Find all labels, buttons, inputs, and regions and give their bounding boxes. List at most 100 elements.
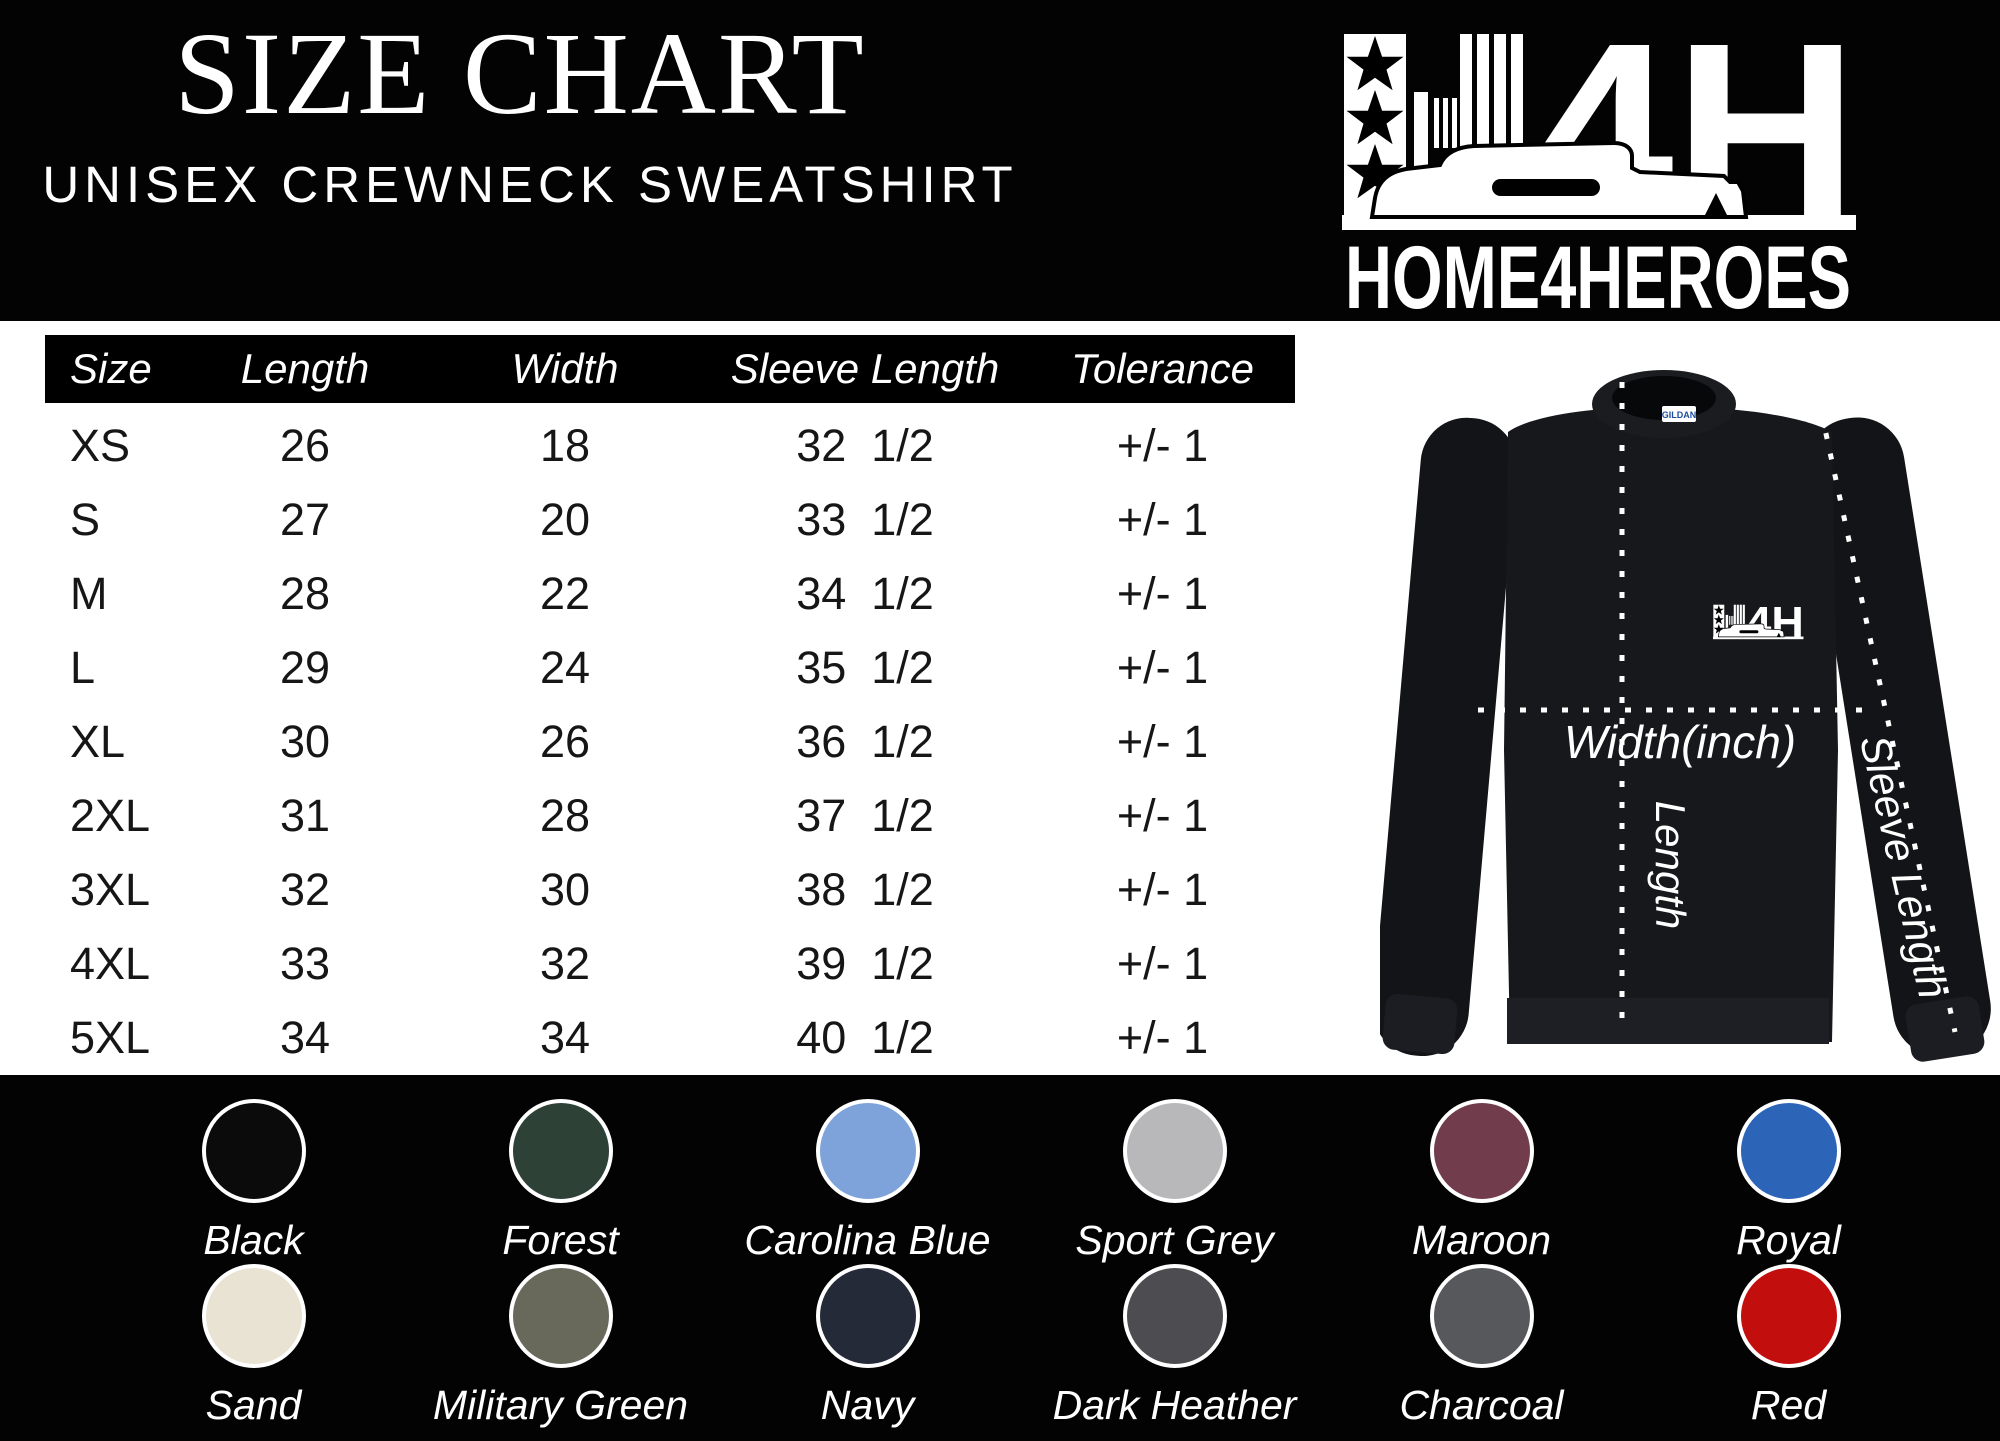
sleeve-dotted-line xyxy=(1814,391,1958,1033)
collar-tag-label: GILDAN xyxy=(1662,410,1697,420)
width-value: 24 xyxy=(539,642,591,693)
swatch-circle xyxy=(201,1264,306,1368)
sleeve-value: 35 1/2 xyxy=(796,642,934,693)
swatch-royal: Royal xyxy=(1635,1099,1942,1264)
size-value: 5XL xyxy=(70,1012,151,1063)
width-label: Width(inch) xyxy=(1564,716,1796,768)
swatch-circle xyxy=(1736,1099,1841,1203)
sleeve-value: 32 1/2 xyxy=(796,420,934,471)
length-label: Length xyxy=(1647,801,1694,929)
sweatshirt-measure-diagram: GILDAN Width(inch) Length Sleeve Length xyxy=(1380,370,1991,1062)
width-value: 20 xyxy=(539,494,591,545)
color-swatch-band: Black Forest Carolina Blue Sport Grey Ma… xyxy=(0,1075,2000,1441)
width-value: 18 xyxy=(539,420,591,471)
header-banner: SIZE CHART UNISEX CREWNECK SWEATSHIRT 4H xyxy=(0,0,2000,321)
swatch-black: Black xyxy=(100,1099,407,1264)
h4h-flag-truck-icon: 4H xyxy=(1342,30,1858,270)
header-tolerance: Tolerance xyxy=(1071,345,1254,392)
swatch-circle xyxy=(1122,1099,1227,1203)
tolerance-value: +/- 1 xyxy=(1116,938,1209,989)
length-value: 33 xyxy=(279,938,331,989)
size-value: M xyxy=(70,568,108,619)
swatch-maroon: Maroon xyxy=(1328,1099,1635,1264)
swatch-circle xyxy=(201,1099,306,1203)
table-row-s: S 27 20 33 1/2 +/- 1 xyxy=(45,483,1295,557)
swatch-circle xyxy=(815,1264,920,1368)
table-row-l: L 29 24 35 1/2 +/- 1 xyxy=(45,631,1295,705)
length-value: 27 xyxy=(279,494,331,545)
sweatshirt-body xyxy=(1504,406,1838,1042)
swatch-red: Red xyxy=(1635,1264,1942,1429)
sleeve-value: 39 1/2 xyxy=(796,938,934,989)
left-sleeve xyxy=(1380,417,1517,1057)
table-row-4xl: 4XL 33 32 39 1/2 +/- 1 xyxy=(45,927,1295,1001)
table-row-3xl: 3XL 32 30 38 1/2 +/- 1 xyxy=(45,853,1295,927)
swatch-forest: Forest xyxy=(407,1099,714,1264)
tolerance-value: +/- 1 xyxy=(1116,1012,1209,1063)
table-row-5xl: 5XL 34 34 40 1/2 +/- 1 xyxy=(45,1001,1295,1075)
swatch-label: Red xyxy=(1750,1382,1827,1428)
right-cuff xyxy=(1905,996,1985,1062)
width-value: 22 xyxy=(539,568,591,619)
size-value: XL xyxy=(70,716,126,767)
swatch-sport-grey: Sport Grey xyxy=(1021,1099,1328,1264)
header-length: Length xyxy=(240,345,370,392)
header-sleeve-length: Sleeve Length xyxy=(730,345,1000,392)
swatch-circle xyxy=(1429,1264,1534,1368)
swatch-label: Black xyxy=(203,1217,304,1263)
length-value: 31 xyxy=(279,790,331,841)
brand-wordmark: HOME4HEROES xyxy=(1345,227,1851,312)
size-value: XS xyxy=(70,420,131,471)
swatch-label: Royal xyxy=(1736,1217,1841,1263)
size-value: 4XL xyxy=(70,938,151,989)
swatch-label: Charcoal xyxy=(1399,1382,1564,1428)
width-value: 34 xyxy=(539,1012,591,1063)
home4heroes-logo: 4H HOME4HEROES xyxy=(1342,30,1858,312)
swatch-label: Forest xyxy=(502,1217,619,1263)
swatch-circle xyxy=(1736,1264,1841,1368)
swatch-row-2: Sand Military Green Navy Dark Heather Ch… xyxy=(100,1264,1942,1429)
swatch-label: Sand xyxy=(205,1382,302,1428)
swatch-military-green: Military Green xyxy=(407,1264,714,1429)
tolerance-value: +/- 1 xyxy=(1116,864,1209,915)
sleeve-value: 37 1/2 xyxy=(796,790,934,841)
collar-tag xyxy=(1662,406,1696,422)
swatch-circle xyxy=(1429,1099,1534,1203)
sleeve-value: 40 1/2 xyxy=(796,1012,934,1063)
width-value: 30 xyxy=(539,864,591,915)
left-cuff xyxy=(1382,993,1458,1055)
swatch-circle xyxy=(508,1264,613,1368)
swatch-dark-heather: Dark Heather xyxy=(1021,1264,1328,1429)
tolerance-value: +/- 1 xyxy=(1116,420,1209,471)
tolerance-value: +/- 1 xyxy=(1116,642,1209,693)
size-value: S xyxy=(70,494,101,545)
length-value: 34 xyxy=(279,1012,331,1063)
table-row-m: M 28 22 34 1/2 +/- 1 xyxy=(45,557,1295,631)
sleeve-value: 34 1/2 xyxy=(796,568,934,619)
length-value: 30 xyxy=(279,716,331,767)
swatch-label: Dark Heather xyxy=(1052,1382,1297,1428)
length-value: 28 xyxy=(279,568,331,619)
size-table-body: XS 26 18 32 1/2 +/- 1 S 27 20 33 1/2 +/-… xyxy=(45,409,1295,1075)
tolerance-value: +/- 1 xyxy=(1116,568,1209,619)
swatch-label: Sport Grey xyxy=(1075,1217,1274,1263)
width-value: 26 xyxy=(539,716,591,767)
tolerance-value: +/- 1 xyxy=(1116,716,1209,767)
size-table-header: Size Length Width Sleeve Length Toleranc… xyxy=(45,335,1295,403)
table-row-xl: XL 30 26 36 1/2 +/- 1 xyxy=(45,705,1295,779)
swatch-label: Carolina Blue xyxy=(744,1217,991,1263)
table-row-2xl: 2XL 31 28 37 1/2 +/- 1 xyxy=(45,779,1295,853)
tolerance-value: +/- 1 xyxy=(1116,494,1209,545)
width-value: 32 xyxy=(539,938,591,989)
length-value: 26 xyxy=(279,420,331,471)
size-value: 2XL xyxy=(70,790,151,841)
header-width: Width xyxy=(511,345,619,392)
swatch-charcoal: Charcoal xyxy=(1328,1264,1635,1429)
length-value: 29 xyxy=(279,642,331,693)
swatch-circle xyxy=(815,1099,920,1203)
table-row-xs: XS 26 18 32 1/2 +/- 1 xyxy=(45,409,1295,483)
swatch-sand: Sand xyxy=(100,1264,407,1429)
tolerance-value: +/- 1 xyxy=(1116,790,1209,841)
swatch-label: Navy xyxy=(820,1382,915,1428)
